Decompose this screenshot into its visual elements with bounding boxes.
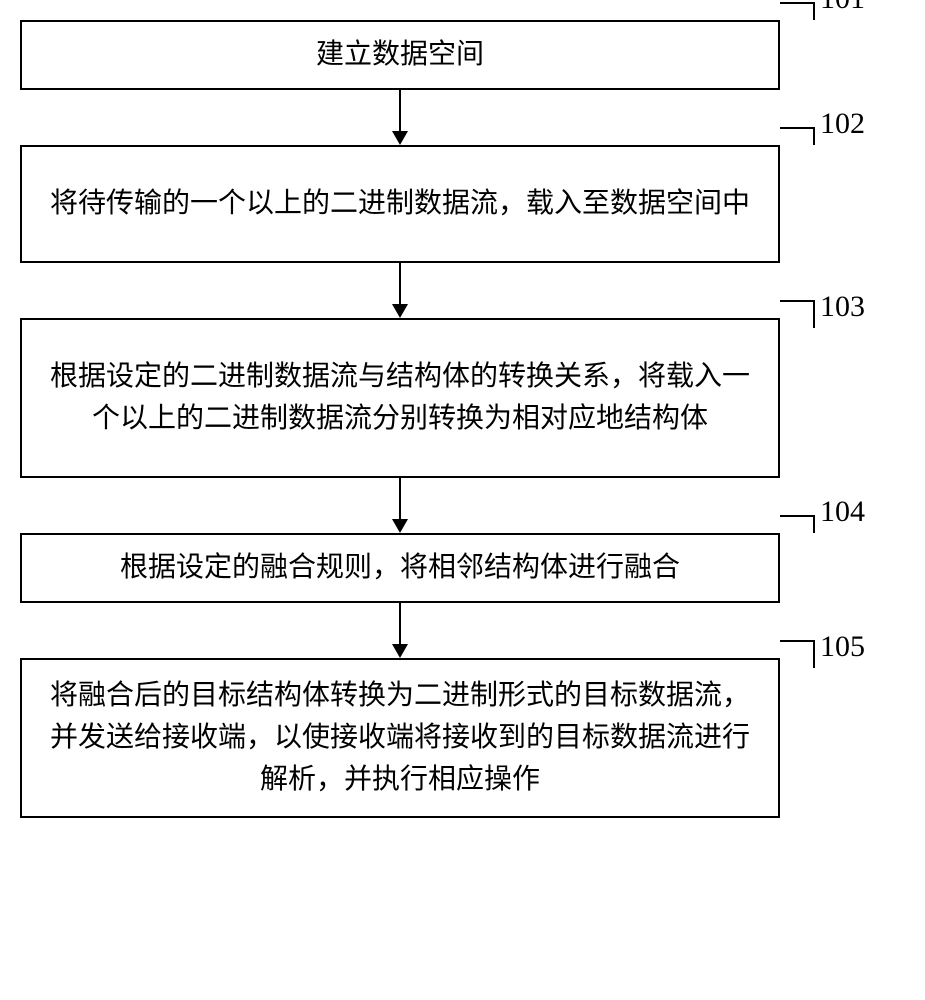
arrow-head-icon	[392, 131, 408, 145]
step-text: 根据设定的二进制数据流与结构体的转换关系，将载入一个以上的二进制数据流分别转换为…	[42, 356, 758, 440]
arrow-line	[399, 603, 401, 644]
step-label-105: 105	[820, 630, 865, 664]
tick-line	[780, 300, 815, 328]
tick-line	[780, 515, 815, 533]
step-box-104: 根据设定的融合规则，将相邻结构体进行融合	[20, 533, 780, 603]
step-row-102: 将待传输的一个以上的二进制数据流，载入至数据空间中102	[20, 145, 905, 263]
tick-line	[780, 640, 815, 668]
tick-line	[780, 2, 815, 20]
step-label-103: 103	[820, 290, 865, 324]
arrow-connector	[20, 478, 780, 533]
step-text: 将待传输的一个以上的二进制数据流，载入至数据空间中	[50, 183, 750, 225]
arrow-head-icon	[392, 644, 408, 658]
step-row-104: 根据设定的融合规则，将相邻结构体进行融合104	[20, 533, 905, 603]
step-box-102: 将待传输的一个以上的二进制数据流，载入至数据空间中	[20, 145, 780, 263]
step-row-105: 将融合后的目标结构体转换为二进制形式的目标数据流，并发送给接收端，以使接收端将接…	[20, 658, 905, 818]
tick-line	[780, 127, 815, 145]
step-row-101: 建立数据空间101	[20, 20, 905, 90]
arrow-connector	[20, 263, 780, 318]
arrow-line	[399, 90, 401, 131]
arrow-head-icon	[392, 519, 408, 533]
step-box-101: 建立数据空间	[20, 20, 780, 90]
step-text: 根据设定的融合规则，将相邻结构体进行融合	[120, 547, 680, 589]
step-box-105: 将融合后的目标结构体转换为二进制形式的目标数据流，并发送给接收端，以使接收端将接…	[20, 658, 780, 818]
step-text: 建立数据空间	[316, 34, 484, 76]
arrow-head-icon	[392, 304, 408, 318]
step-row-103: 根据设定的二进制数据流与结构体的转换关系，将载入一个以上的二进制数据流分别转换为…	[20, 318, 905, 478]
flowchart-container: 建立数据空间101将待传输的一个以上的二进制数据流，载入至数据空间中102根据设…	[20, 20, 905, 818]
arrow-connector	[20, 90, 780, 145]
arrow-connector	[20, 603, 780, 658]
step-label-104: 104	[820, 495, 865, 529]
arrow-line	[399, 263, 401, 304]
step-text: 将融合后的目标结构体转换为二进制形式的目标数据流，并发送给接收端，以使接收端将接…	[42, 675, 758, 801]
step-label-102: 102	[820, 107, 865, 141]
step-box-103: 根据设定的二进制数据流与结构体的转换关系，将载入一个以上的二进制数据流分别转换为…	[20, 318, 780, 478]
step-label-101: 101	[820, 0, 865, 16]
arrow-line	[399, 478, 401, 519]
